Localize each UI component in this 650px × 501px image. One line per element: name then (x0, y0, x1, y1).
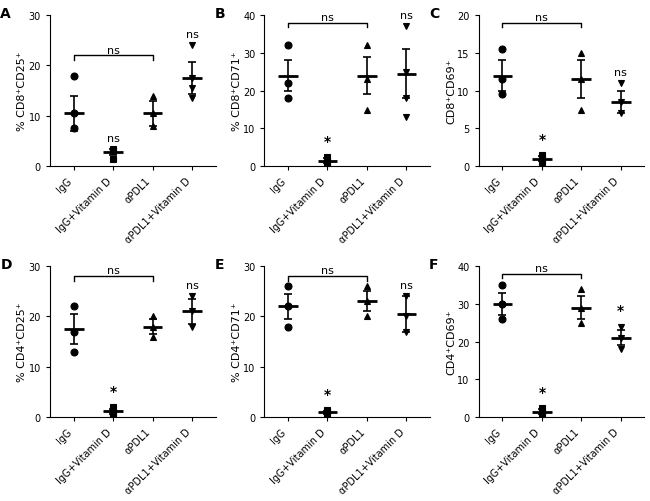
Text: ns: ns (186, 30, 198, 40)
Text: B: B (214, 7, 226, 21)
Text: ns: ns (400, 12, 413, 22)
Text: *: * (538, 133, 545, 146)
Text: ns: ns (536, 13, 549, 23)
Text: ns: ns (321, 13, 334, 23)
Text: ns: ns (321, 266, 334, 276)
Text: A: A (0, 7, 11, 21)
Y-axis label: % CD8⁺CD25⁺: % CD8⁺CD25⁺ (17, 52, 27, 131)
Text: E: E (214, 258, 224, 272)
Y-axis label: CD4⁺CD69⁺: CD4⁺CD69⁺ (446, 309, 456, 375)
Text: *: * (324, 387, 331, 401)
Text: *: * (110, 384, 117, 398)
Y-axis label: CD8⁺CD69⁺: CD8⁺CD69⁺ (446, 59, 456, 124)
Y-axis label: % CD4⁺CD71⁺: % CD4⁺CD71⁺ (231, 302, 242, 382)
Text: F: F (429, 258, 439, 272)
Text: ns: ns (614, 68, 627, 78)
Y-axis label: % CD8⁺CD71⁺: % CD8⁺CD71⁺ (231, 52, 242, 131)
Text: *: * (618, 304, 625, 318)
Text: *: * (538, 385, 545, 399)
Text: ns: ns (107, 266, 120, 276)
Text: ns: ns (107, 133, 120, 143)
Text: ns: ns (107, 46, 120, 56)
Text: ns: ns (186, 281, 198, 291)
Text: *: * (324, 134, 331, 148)
Text: D: D (0, 258, 12, 272)
Text: C: C (429, 7, 439, 21)
Text: ns: ns (400, 281, 413, 291)
Y-axis label: % CD4⁺CD25⁺: % CD4⁺CD25⁺ (17, 302, 27, 382)
Text: ns: ns (536, 264, 549, 274)
